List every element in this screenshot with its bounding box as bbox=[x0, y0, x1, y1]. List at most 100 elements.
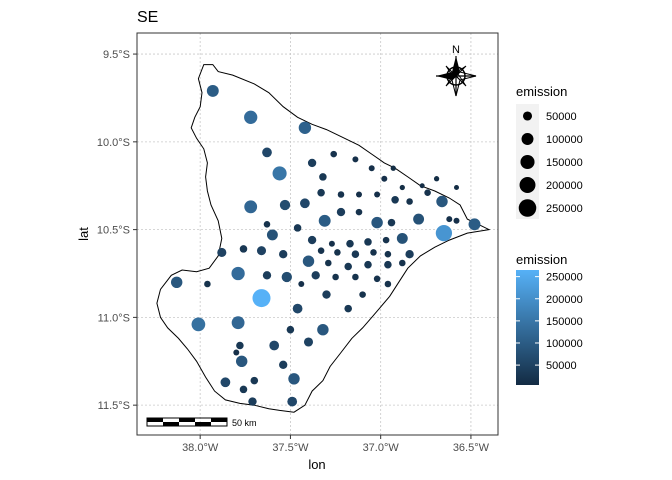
emission-point bbox=[435, 224, 453, 242]
emission-point bbox=[248, 397, 257, 406]
color-legend-title: emission bbox=[516, 252, 567, 267]
emission-point bbox=[281, 271, 292, 283]
emission-point bbox=[287, 396, 298, 407]
size-legend-label: 200000 bbox=[546, 180, 583, 192]
emission-point bbox=[288, 373, 300, 385]
y-tick-label: 10.5°S bbox=[97, 225, 130, 237]
emission-point bbox=[370, 249, 377, 256]
emission-point bbox=[170, 276, 183, 289]
emission-point bbox=[344, 262, 352, 271]
state-outline bbox=[156, 64, 491, 413]
size-legend-label: 50000 bbox=[546, 111, 577, 123]
emission-point bbox=[252, 289, 271, 308]
emission-point bbox=[322, 290, 331, 299]
emission-point bbox=[364, 260, 372, 269]
color-legend-label: 50000 bbox=[546, 360, 577, 372]
emission-point bbox=[351, 250, 360, 258]
size-legend-key bbox=[518, 199, 537, 217]
emission-point bbox=[332, 273, 339, 281]
color-legend-label: 100000 bbox=[546, 338, 583, 350]
panel-border bbox=[136, 32, 499, 436]
emission-point bbox=[337, 191, 345, 198]
emission-point bbox=[191, 317, 206, 332]
emission-point bbox=[406, 198, 413, 205]
emission-point bbox=[433, 176, 440, 182]
emission-point bbox=[262, 147, 272, 158]
size-legend-title: emission bbox=[516, 84, 567, 99]
emission-point bbox=[250, 376, 259, 385]
size-legend-key bbox=[519, 177, 536, 193]
emission-point bbox=[346, 239, 354, 248]
emission-point bbox=[235, 355, 248, 368]
emission-point bbox=[298, 121, 312, 134]
emission-point bbox=[419, 183, 425, 189]
y-axis-title: lat bbox=[76, 227, 91, 241]
emission-point bbox=[302, 255, 315, 267]
size-legend-label: 250000 bbox=[546, 203, 583, 215]
y-tick-label: 11.5°S bbox=[98, 400, 130, 412]
emission-point bbox=[300, 198, 310, 209]
color-legend-label: 250000 bbox=[546, 272, 583, 284]
emission-point bbox=[317, 323, 329, 336]
north-arrow-icon: N bbox=[436, 44, 477, 97]
emission-point bbox=[371, 216, 383, 229]
emission-point bbox=[364, 238, 372, 246]
color-legend: emission 50000 100000 150000 200000 250000 bbox=[516, 252, 583, 385]
emission-point bbox=[468, 218, 481, 231]
emission-point bbox=[356, 191, 362, 198]
emission-point bbox=[266, 229, 278, 241]
emission-point bbox=[317, 247, 325, 254]
north-arrow-label: N bbox=[452, 44, 460, 56]
size-legend-label: 100000 bbox=[546, 134, 583, 146]
emission-point bbox=[244, 110, 258, 124]
emission-point bbox=[355, 208, 363, 216]
emission-point bbox=[384, 260, 392, 269]
emission-point bbox=[325, 259, 332, 267]
emission-point bbox=[279, 199, 291, 211]
emission-point bbox=[206, 84, 219, 97]
x-axis-title: lon bbox=[308, 457, 325, 472]
y-axis-ticks: 9.5°S 10.0°S 10.5°S 11.0°S 11.5°S bbox=[97, 49, 137, 412]
emission-point bbox=[318, 214, 331, 227]
emission-point bbox=[239, 385, 248, 394]
emission-point bbox=[368, 165, 375, 172]
y-tick-label: 10.0°S bbox=[97, 137, 130, 149]
x-tick-label: 36.5°W bbox=[453, 442, 490, 454]
emission-point bbox=[233, 349, 240, 356]
emission-point bbox=[236, 341, 244, 350]
emission-point bbox=[293, 224, 302, 232]
emission-point bbox=[239, 245, 248, 253]
emission-point bbox=[336, 207, 346, 217]
emission-point bbox=[307, 235, 317, 245]
color-legend-label: 150000 bbox=[546, 316, 583, 328]
emission-point bbox=[352, 156, 359, 163]
emission-point bbox=[319, 173, 327, 181]
emission-point bbox=[373, 275, 381, 283]
emission-point bbox=[391, 196, 399, 204]
emission-point bbox=[220, 377, 231, 388]
emission-point bbox=[374, 191, 381, 198]
emission-point bbox=[217, 247, 227, 257]
grid-lines bbox=[137, 33, 498, 435]
emission-point bbox=[396, 232, 408, 244]
emission-point bbox=[279, 250, 288, 259]
emission-point bbox=[330, 150, 337, 158]
emission-point bbox=[405, 250, 414, 259]
emission-point bbox=[328, 240, 335, 247]
emission-point bbox=[292, 303, 303, 314]
x-tick-label: 38.0°W bbox=[182, 442, 219, 454]
emission-point bbox=[231, 266, 245, 281]
size-legend-key bbox=[520, 154, 535, 170]
emission-point bbox=[231, 316, 245, 330]
y-tick-label: 9.5°S bbox=[103, 49, 130, 61]
x-tick-label: 37.0°W bbox=[363, 442, 400, 454]
emission-point bbox=[382, 236, 390, 244]
emission-point bbox=[384, 280, 392, 288]
emission-point bbox=[262, 271, 272, 280]
emission-point bbox=[244, 200, 258, 214]
emission-point bbox=[399, 259, 406, 267]
size-legend-label: 150000 bbox=[546, 157, 583, 169]
emission-point bbox=[269, 340, 280, 351]
emission-point bbox=[263, 221, 271, 228]
